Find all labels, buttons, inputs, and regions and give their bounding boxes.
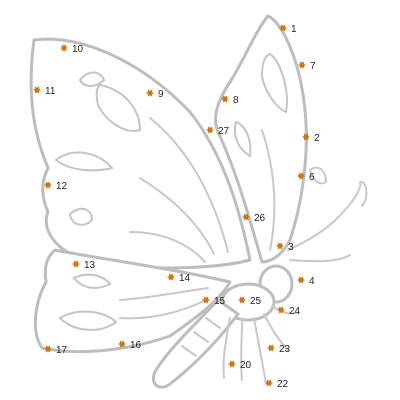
dot-number-label: 24: [289, 306, 301, 317]
dot-22[interactable]: 22: [265, 379, 288, 390]
dot-20[interactable]: 20: [228, 360, 251, 371]
dot-number-label: 9: [158, 89, 164, 100]
butterfly-leg: [254, 318, 266, 384]
dot-number-label: 2: [314, 133, 320, 144]
dot-number-label: 7: [310, 61, 316, 72]
dot-17[interactable]: 17: [44, 345, 67, 356]
dot-number-label: 1: [291, 24, 297, 35]
dot-26[interactable]: 26: [242, 213, 265, 224]
dot-number-label: 14: [179, 273, 191, 284]
dot-number-label: 25: [250, 296, 262, 307]
dot-24[interactable]: 24: [277, 306, 300, 317]
dot-number-label: 8: [233, 95, 239, 106]
dot-number-label: 22: [277, 379, 289, 390]
dot-number-label: 20: [240, 360, 252, 371]
dot-number-label: 16: [130, 340, 142, 351]
dot-number-label: 23: [279, 344, 291, 355]
dot-number-label: 11: [45, 86, 56, 97]
dot-number-label: 10: [72, 44, 84, 55]
antenna: [290, 255, 350, 261]
dot-27[interactable]: 27: [206, 126, 229, 137]
dot-23[interactable]: 23: [267, 344, 290, 355]
dot-number-label: 3: [288, 242, 294, 253]
dot-number-label: 12: [56, 181, 68, 192]
butterfly-leg: [241, 320, 242, 380]
dot-number-label: 17: [56, 345, 68, 356]
dot-number-label: 13: [84, 260, 96, 271]
wing-spot: [70, 209, 92, 225]
dot-number-label: 15: [214, 296, 226, 307]
upper-left-wing: [31, 39, 250, 268]
dot-number-label: 27: [218, 126, 230, 137]
dot-number-label: 4: [309, 276, 315, 287]
dot-number-label: 6: [309, 172, 315, 183]
dot-4[interactable]: 4: [297, 276, 315, 287]
dot-7[interactable]: 7: [298, 61, 316, 72]
dot-number-label: 26: [254, 213, 266, 224]
